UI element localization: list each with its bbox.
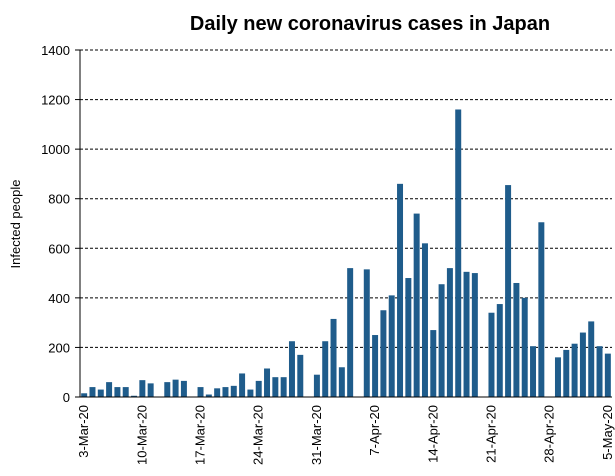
bar	[596, 346, 603, 397]
bar	[488, 312, 495, 397]
bar	[205, 394, 212, 397]
bar	[438, 284, 445, 397]
x-tick-label: 10-Mar-20	[134, 405, 149, 465]
bar	[89, 387, 96, 397]
bar	[538, 222, 545, 397]
y-tick-label: 600	[48, 241, 70, 256]
bar	[255, 380, 262, 397]
bar	[421, 243, 428, 397]
x-tick-label: 21-Apr-20	[483, 405, 498, 463]
bar	[463, 271, 470, 397]
x-tick-label: 31-Mar-20	[309, 405, 324, 465]
bar	[180, 380, 187, 397]
bar	[172, 379, 179, 397]
x-tick-label: 7-Apr-20	[367, 405, 382, 456]
bar	[405, 278, 412, 397]
bar	[397, 183, 404, 397]
bar	[97, 389, 104, 397]
bar	[288, 341, 295, 397]
y-axis-label: Infected people	[8, 180, 23, 269]
bar	[197, 387, 204, 397]
bar	[530, 346, 537, 397]
bar	[471, 273, 478, 397]
bar	[106, 382, 113, 397]
bar	[554, 357, 561, 397]
bar	[247, 389, 254, 397]
bar	[264, 368, 271, 397]
bar	[297, 354, 304, 397]
x-tick-label: 3-Mar-20	[76, 405, 91, 458]
bar	[430, 330, 437, 397]
bar	[363, 269, 370, 397]
y-tick-label: 1200	[41, 93, 70, 108]
bar	[214, 388, 221, 397]
bar	[280, 377, 287, 397]
x-tick-label: 17-Mar-20	[193, 405, 208, 465]
bar	[563, 349, 570, 397]
bar	[122, 387, 129, 397]
y-tick-label: 1400	[41, 43, 70, 58]
bar	[147, 383, 154, 397]
bar	[521, 297, 528, 397]
bar	[496, 304, 503, 397]
chart-title: Daily new coronavirus cases in Japan	[190, 13, 550, 35]
bar	[413, 213, 420, 397]
bar	[230, 385, 237, 397]
bar	[347, 268, 354, 397]
bar	[81, 393, 88, 397]
x-tick-label: 24-Mar-20	[251, 405, 266, 465]
x-tick-label: 28-Apr-20	[542, 405, 557, 463]
bar	[380, 310, 387, 397]
x-tick-label: 5-May-20	[600, 405, 615, 460]
bar	[604, 353, 611, 397]
bar	[239, 373, 246, 397]
bar	[372, 335, 379, 397]
bar	[322, 341, 329, 397]
bar	[505, 185, 512, 397]
bar	[164, 382, 171, 397]
y-tick-label: 0	[63, 390, 70, 405]
bar	[571, 343, 578, 397]
y-tick-label: 200	[48, 340, 70, 355]
bar	[330, 318, 337, 397]
y-tick-label: 800	[48, 192, 70, 207]
bar	[338, 367, 345, 397]
bar	[222, 387, 229, 397]
bar	[446, 268, 453, 397]
bar	[272, 377, 279, 397]
bar	[588, 321, 595, 397]
bar	[455, 109, 462, 397]
bar	[513, 282, 520, 397]
y-tick-label: 400	[48, 291, 70, 306]
y-tick-label: 1000	[41, 142, 70, 157]
bar	[579, 332, 586, 397]
x-tick-label: 14-Apr-20	[425, 405, 440, 463]
bar	[388, 295, 395, 397]
bar	[313, 374, 320, 397]
bar	[139, 380, 146, 397]
bar	[131, 395, 138, 397]
bar	[114, 387, 121, 397]
